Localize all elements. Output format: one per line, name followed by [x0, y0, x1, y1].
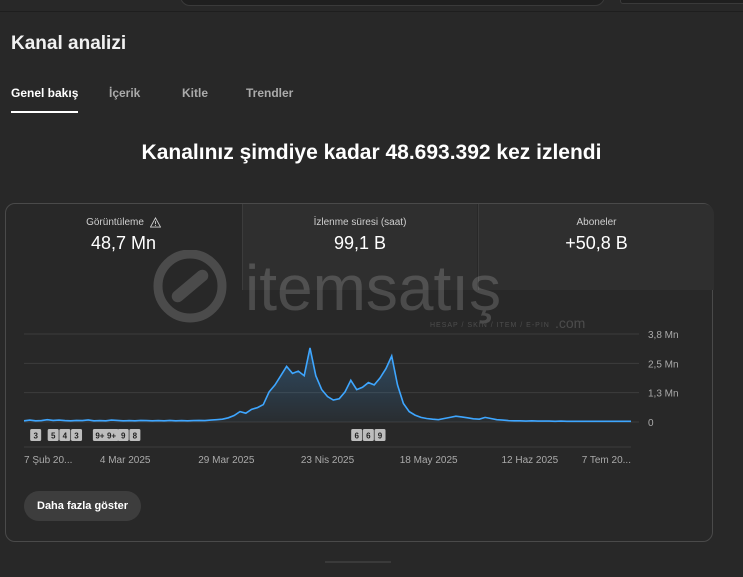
video-marker-label: 3 [33, 432, 38, 441]
metric-views-label: Görüntüleme [86, 217, 144, 228]
page-title: Kanal analizi [11, 33, 127, 54]
x-tick-label: 29 Mar 2025 [198, 455, 255, 466]
video-marker [104, 429, 119, 441]
header-divider [0, 11, 743, 12]
x-tick-label: 7 Şub 20... [24, 455, 72, 466]
y-tick-label: 3,8 Mn [648, 330, 679, 341]
video-marker-label: 9+ [107, 432, 116, 441]
video-marker [362, 429, 374, 441]
metric-watch-time-value: 99,1 B [333, 233, 387, 253]
video-marker-label: 6 [354, 432, 359, 441]
search-bar[interactable] [180, 0, 605, 6]
y-tick-label: 1,3 Mn [648, 389, 679, 400]
video-marker [92, 429, 107, 441]
watermark-logo: itemsatış HESAP / SKIN / ITEM / E-PIN .c… [153, 250, 585, 330]
bottom-handle [325, 561, 391, 563]
video-marker [117, 429, 129, 441]
video-marker [129, 429, 141, 441]
video-marker-label: 9 [378, 432, 383, 441]
x-tick-label: 12 Haz 2025 [501, 455, 558, 466]
tab-audience[interactable]: Kitle [182, 86, 209, 100]
tab-overview[interactable]: Genel bakış [11, 86, 79, 114]
y-tick-label: 0 [648, 418, 654, 429]
x-tick-label: 18 May 2025 [400, 455, 458, 466]
video-marker-label: 9 [121, 432, 126, 441]
x-tick-label: 4 Mar 2025 [100, 455, 151, 466]
metric-views-value: 48,7 Mn [90, 233, 157, 253]
header-control[interactable] [620, 0, 743, 4]
warning-icon [149, 217, 161, 228]
tab-trends[interactable]: Trendler [246, 86, 294, 100]
analytics-card: Görüntüleme 48,7 Mn İzlenme süresi (saat… [5, 203, 714, 542]
metric-views[interactable]: Görüntüleme 48,7 Mn [6, 204, 241, 290]
metric-subscribers-label: Aboneler [576, 217, 617, 228]
video-marker-label: 8 [133, 432, 138, 441]
views-line [23, 347, 631, 423]
video-marker [71, 429, 83, 441]
video-marker-label: 3 [74, 432, 79, 441]
metric-subscribers-value: +50,8 B [565, 233, 628, 253]
watermark-text: itemsatış [245, 252, 501, 324]
metric-watch-time-label: İzlenme süresi (saat) [313, 217, 407, 228]
video-marker [351, 429, 363, 441]
video-marker-label: 6 [366, 432, 371, 441]
x-tick-label: 7 Tem 20... [582, 455, 631, 466]
metric-watch-time[interactable]: İzlenme süresi (saat) 99,1 B [242, 204, 477, 290]
video-marker [374, 429, 386, 441]
total-views-headline: Kanalınız şimdiye kadar 48.693.392 kez i… [141, 141, 602, 164]
metric-subscribers[interactable]: Aboneler +50,8 B [478, 204, 714, 290]
watermark-subtext: HESAP / SKIN / ITEM / E-PIN [430, 322, 550, 329]
video-marker-label: 5 [51, 432, 56, 441]
watermark-suffix: .com [555, 315, 585, 330]
video-marker [59, 429, 71, 441]
y-tick-label: 2,5 Mn [648, 359, 679, 370]
video-marker-label: 9+ [95, 432, 104, 441]
x-tick-label: 23 Nis 2025 [301, 455, 355, 466]
video-marker [30, 429, 42, 441]
views-area [24, 347, 631, 422]
show-more-button[interactable]: Daha fazla göster [24, 491, 142, 521]
tab-content[interactable]: İçerik [109, 86, 141, 100]
video-marker [47, 429, 59, 441]
video-marker-label: 4 [63, 432, 68, 441]
